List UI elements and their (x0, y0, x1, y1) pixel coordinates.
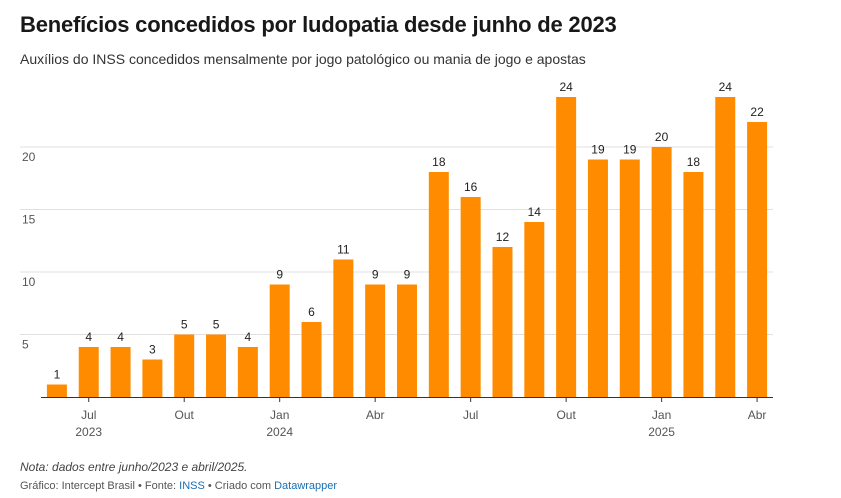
bar (333, 259, 354, 397)
bar (78, 347, 99, 397)
y-tick-label: 15 (22, 213, 36, 227)
bar (46, 384, 67, 397)
data-label: 9 (276, 268, 283, 282)
x-tick-label: Abr (366, 408, 385, 422)
data-label: 18 (687, 155, 701, 169)
bar (142, 359, 163, 397)
bar (651, 147, 672, 397)
bar (237, 347, 258, 397)
data-label: 19 (591, 143, 605, 157)
data-label: 5 (213, 318, 220, 332)
source-link[interactable]: INSS (179, 480, 205, 492)
x-tick-year: 2023 (75, 425, 102, 439)
data-label: 3 (149, 343, 156, 357)
data-label: 1 (54, 368, 61, 382)
data-label: 14 (528, 205, 542, 219)
x-axis: Jul 2023 Out Jan 2024 Abr Jul Out Jan 2025 Abr (41, 397, 773, 439)
bar (683, 172, 704, 397)
bar (365, 284, 386, 397)
bar (428, 172, 449, 397)
data-label: 19 (623, 143, 637, 157)
x-tick-label: Jul (81, 408, 96, 422)
bars (46, 97, 768, 397)
data-label: 24 (559, 80, 573, 94)
bar (269, 284, 290, 397)
bar (110, 347, 131, 397)
chart-note: Nota: dados entre junho/2023 e abril/202… (20, 460, 248, 474)
data-label: 11 (337, 243, 350, 257)
bar (524, 222, 545, 397)
x-tick-label: Out (175, 408, 195, 422)
x-tick-year: 2024 (266, 425, 293, 439)
chart-title: Benefícios concedidos por ludopatia desd… (20, 12, 617, 37)
data-label: 9 (372, 268, 379, 282)
bar (619, 159, 640, 397)
bar (301, 322, 322, 397)
y-tick-label: 5 (22, 338, 29, 352)
footer-middle: • Criado com (204, 480, 275, 492)
x-tick-label: Abr (748, 408, 767, 422)
data-label: 20 (655, 130, 669, 144)
bar (460, 197, 481, 397)
datawrapper-link[interactable]: Datawrapper (274, 480, 338, 492)
bar (397, 284, 417, 397)
y-tick-label: 10 (22, 275, 36, 289)
bar (747, 122, 768, 397)
data-label: 5 (181, 318, 188, 332)
footer-prefix: Gráfico: Intercept Brasil • Fonte: (20, 480, 180, 492)
data-label: 24 (719, 80, 733, 94)
data-label: 18 (432, 155, 446, 169)
x-tick-label: Jan (652, 408, 671, 422)
data-label: 12 (496, 230, 510, 244)
chart-footer: Gráfico: Intercept Brasil • Fonte: INSS … (20, 480, 337, 492)
data-label: 6 (308, 305, 315, 319)
bar (492, 247, 513, 397)
gridlines: 5 10 15 20 (20, 146, 773, 352)
chart-subtitle: Auxílios do INSS concedidos mensalmente … (20, 51, 586, 67)
data-label: 16 (464, 180, 478, 194)
x-tick-label: Jul (463, 408, 478, 422)
data-label: 9 (404, 268, 411, 282)
bar (587, 159, 608, 397)
data-label: 22 (750, 105, 764, 119)
data-label: 4 (117, 330, 124, 344)
y-tick-label: 20 (22, 150, 36, 164)
x-tick-year: 2025 (648, 425, 675, 439)
data-label: 4 (245, 330, 252, 344)
bar (556, 97, 577, 397)
bar (206, 334, 227, 397)
bar (174, 334, 195, 397)
x-tick-label: Out (556, 408, 576, 422)
data-label: 4 (85, 330, 92, 344)
x-tick-label: Jan (270, 408, 289, 422)
bar (715, 97, 736, 397)
